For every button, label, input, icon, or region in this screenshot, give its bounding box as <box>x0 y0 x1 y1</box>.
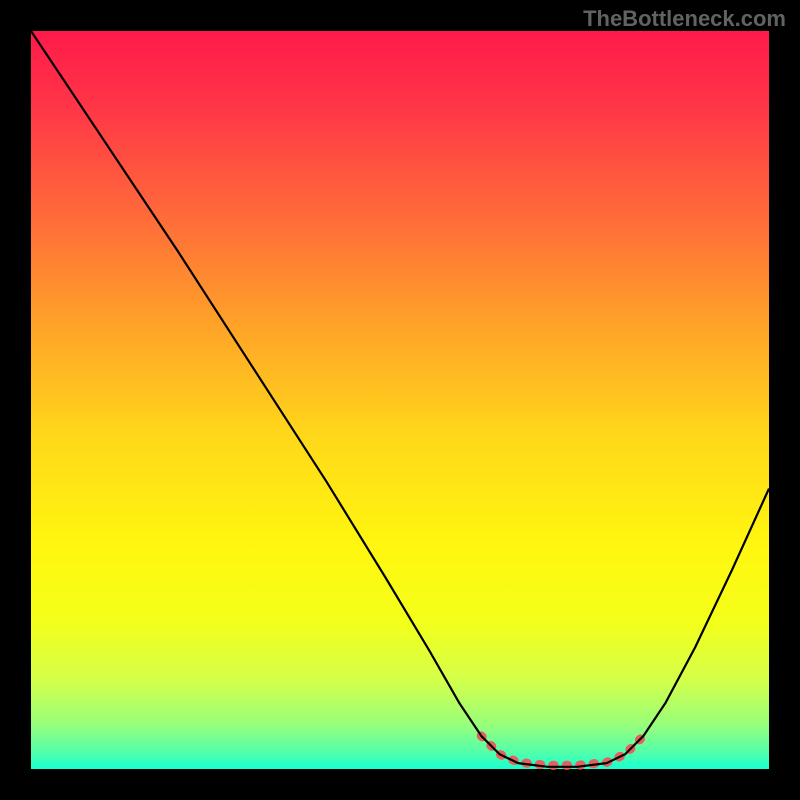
watermark-text: TheBottleneck.com <box>583 6 786 32</box>
gradient-background <box>31 31 769 769</box>
bottleneck-chart <box>0 0 800 800</box>
chart-stage: TheBottleneck.com <box>0 0 800 800</box>
